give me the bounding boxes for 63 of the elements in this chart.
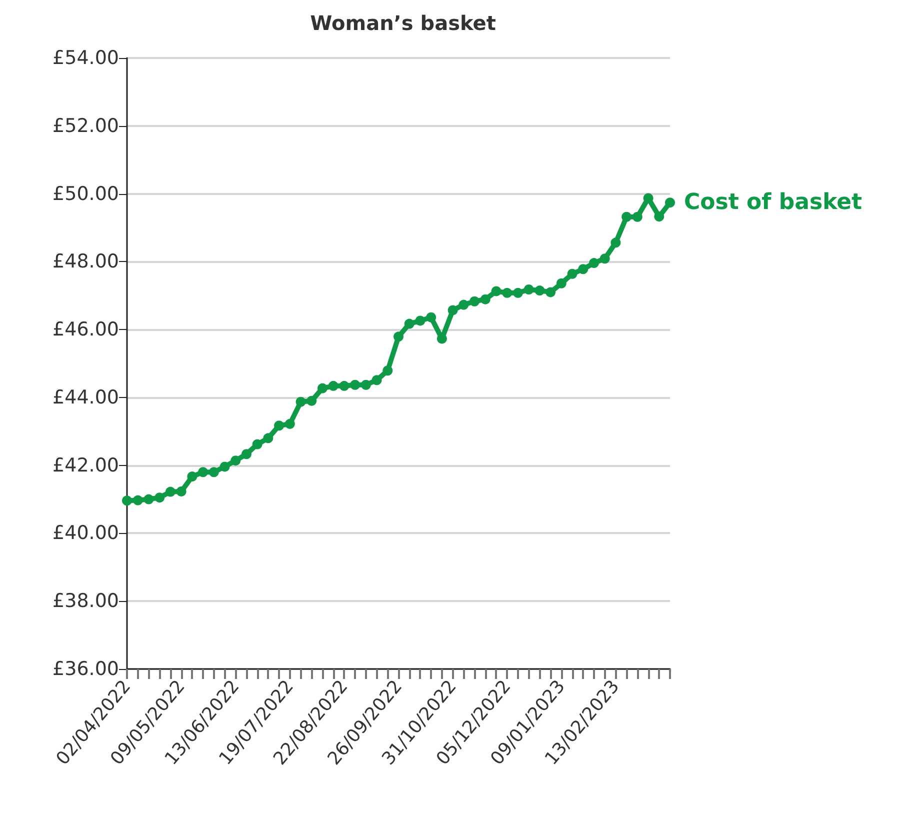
- chart-title: Woman’s basket: [310, 11, 496, 35]
- point: [480, 294, 490, 304]
- point: [176, 486, 186, 496]
- point: [360, 380, 371, 390]
- point: [415, 316, 426, 326]
- point: [436, 334, 447, 344]
- y-tick-label: £42.00: [52, 454, 119, 476]
- y-tick-label: £36.00: [52, 658, 119, 680]
- point: [546, 287, 556, 298]
- point: [404, 318, 414, 329]
- point: [588, 258, 599, 268]
- point: [600, 254, 610, 264]
- point: [382, 366, 393, 376]
- point: [556, 278, 566, 288]
- point: [350, 380, 360, 390]
- y-tick-label: £44.00: [52, 386, 119, 408]
- point: [241, 449, 252, 460]
- point: [284, 418, 295, 429]
- point: [470, 296, 480, 306]
- y-tick-label: £48.00: [52, 250, 119, 273]
- point: [132, 495, 143, 506]
- point: [534, 286, 545, 296]
- point: [372, 375, 382, 386]
- y-tick-label: £54.00: [52, 47, 119, 69]
- point: [448, 305, 458, 316]
- point: [339, 380, 350, 391]
- point: [491, 286, 502, 296]
- point: [643, 193, 654, 204]
- point: [220, 462, 230, 472]
- point: [317, 383, 328, 394]
- point: [230, 456, 241, 466]
- point: [144, 494, 154, 504]
- point: [567, 268, 578, 279]
- point: [665, 198, 675, 208]
- point: [502, 288, 512, 298]
- point: [328, 380, 338, 391]
- y-tick-label: £50.00: [52, 182, 119, 205]
- point: [122, 496, 132, 506]
- point: [187, 472, 198, 482]
- point: [426, 312, 436, 322]
- point: [458, 300, 469, 310]
- y-tick-label: £52.00: [52, 114, 119, 137]
- point: [296, 396, 306, 407]
- point: [208, 467, 219, 478]
- series-label: Cost of basket: [684, 190, 863, 216]
- point: [198, 467, 208, 478]
- point: [274, 420, 284, 431]
- point: [252, 439, 262, 450]
- point: [610, 238, 621, 248]
- point: [394, 332, 404, 342]
- point: [512, 288, 523, 298]
- y-tick-label: £46.00: [52, 318, 119, 341]
- point: [524, 284, 534, 294]
- point: [263, 433, 274, 444]
- point: [578, 264, 588, 274]
- y-tick-label: £40.00: [52, 522, 119, 544]
- point: [622, 212, 632, 222]
- point: [165, 486, 176, 497]
- point: [632, 212, 642, 222]
- point: [306, 396, 317, 406]
- point: [154, 492, 165, 503]
- point: [654, 212, 664, 222]
- y-tick-label: £38.00: [52, 590, 119, 612]
